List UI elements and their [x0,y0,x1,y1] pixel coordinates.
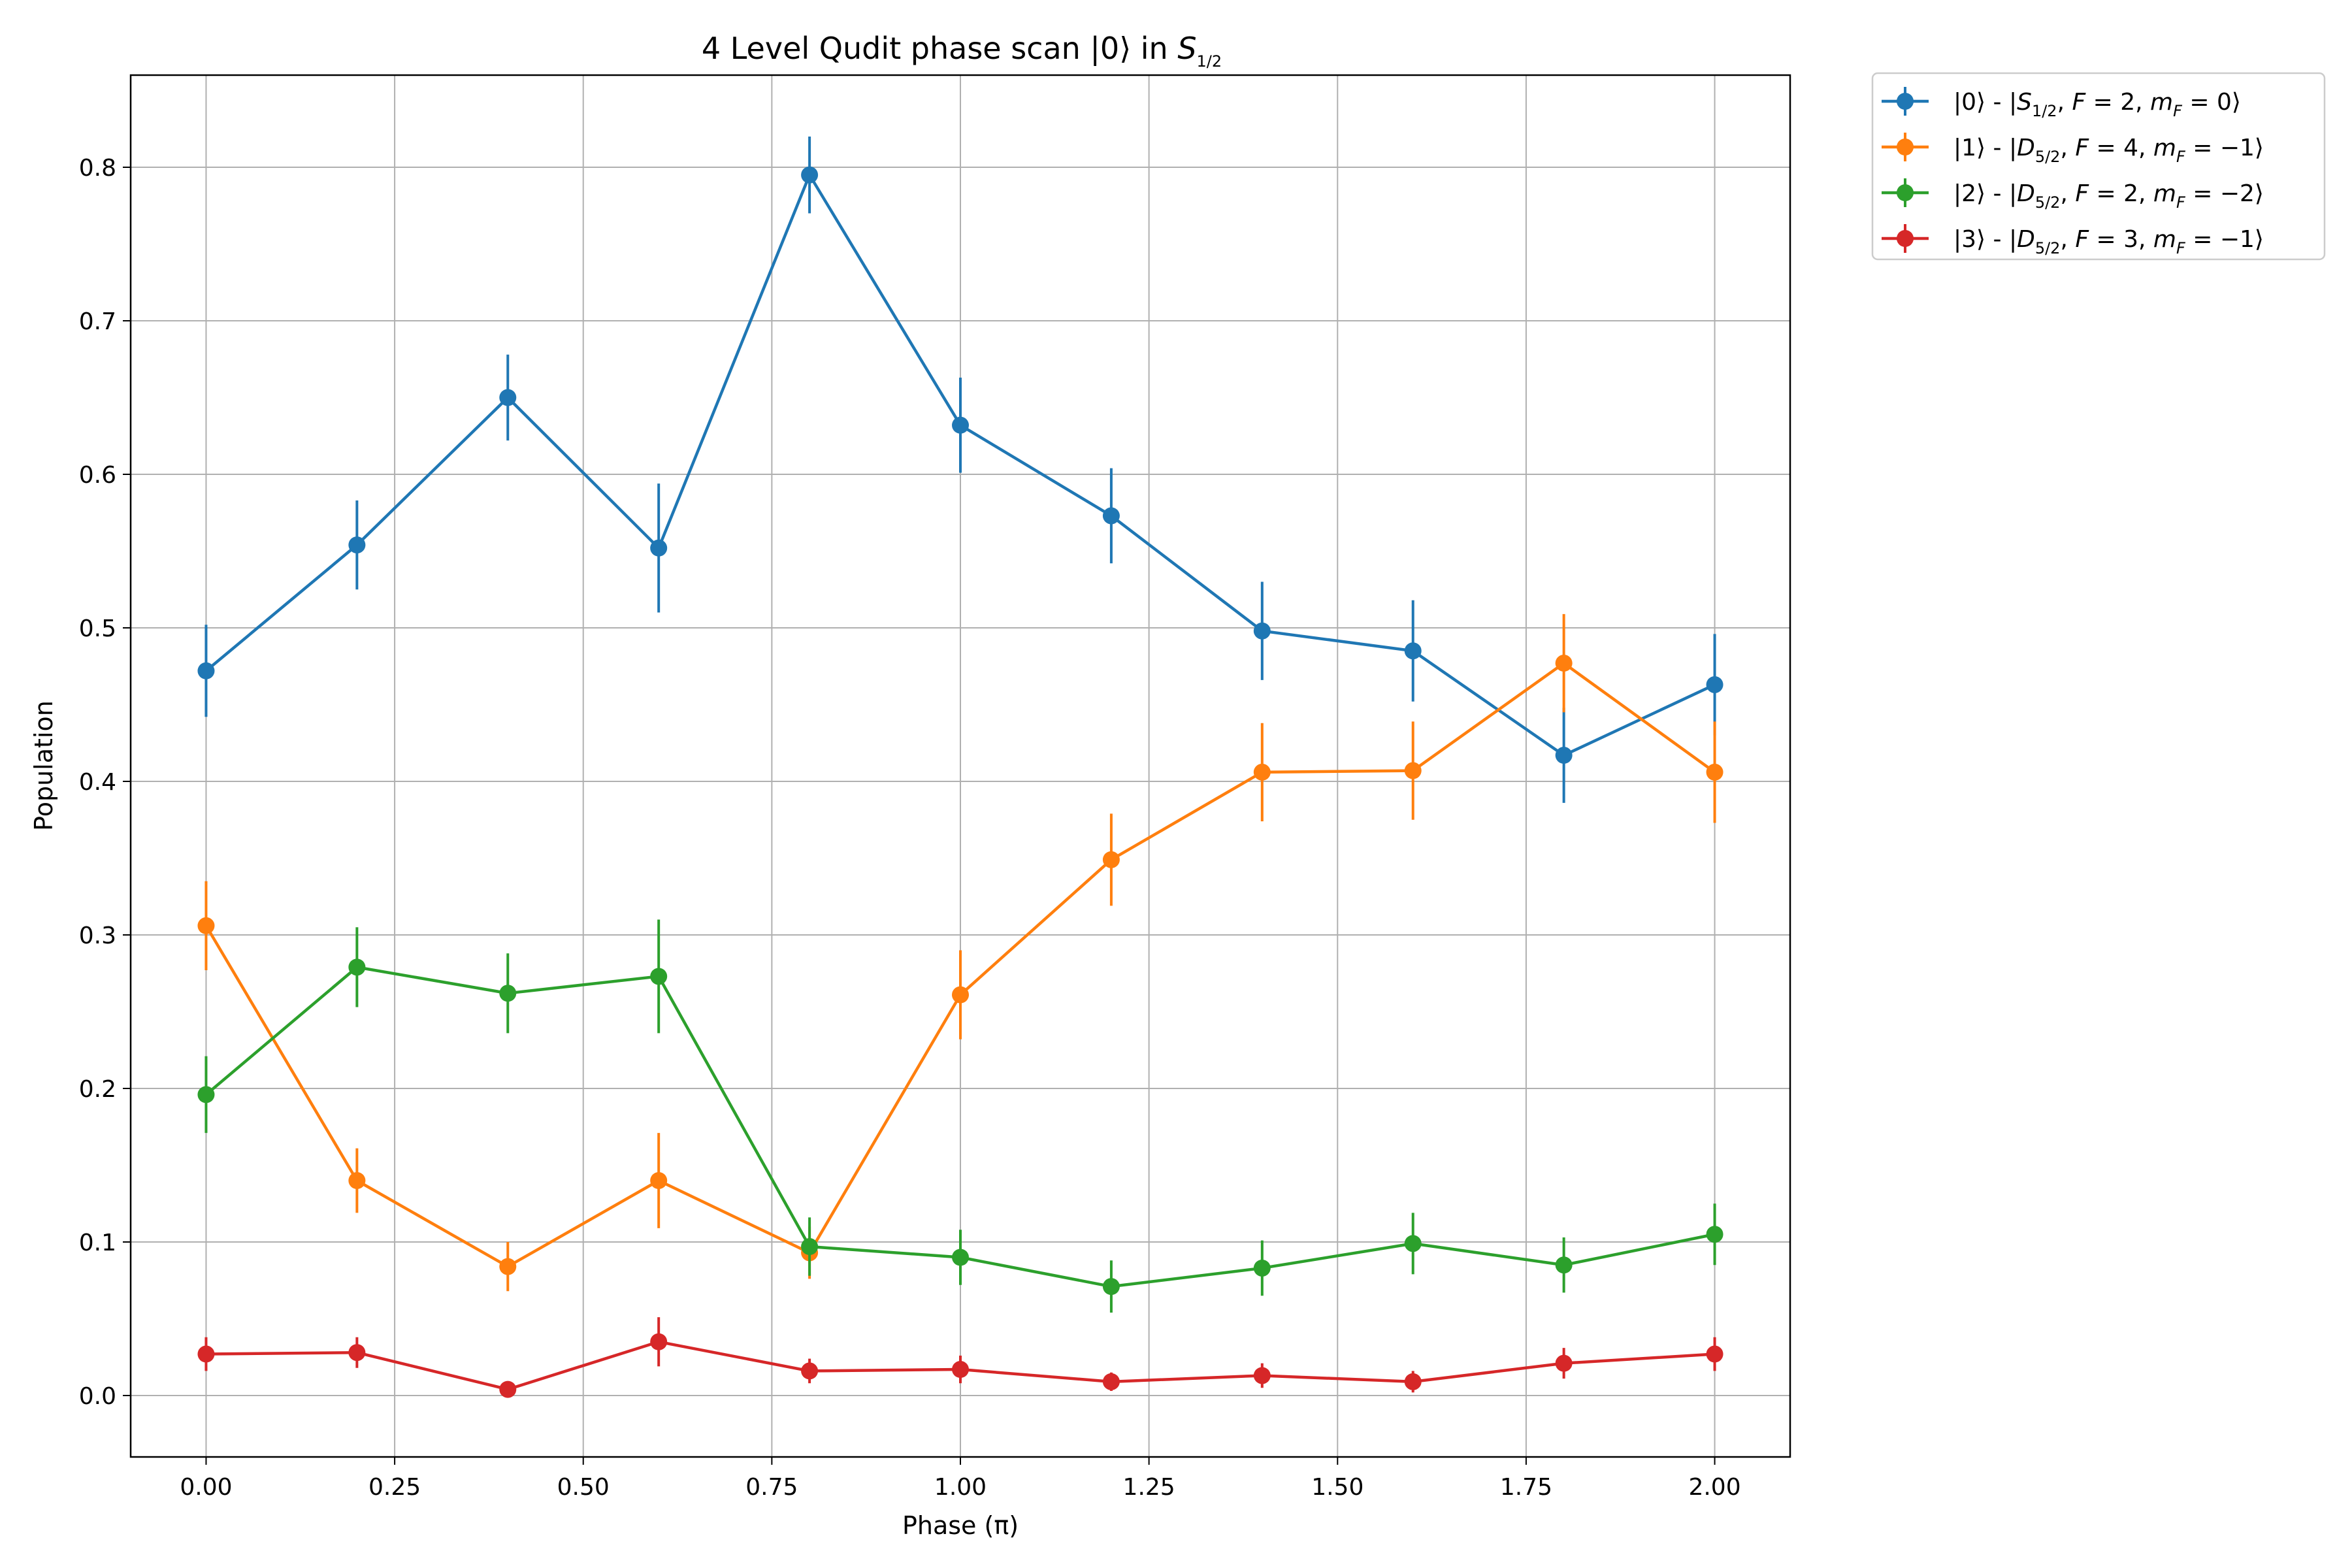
y-axis-label: Population [29,700,58,831]
data-point [348,1344,366,1362]
x-tick-label: 1.25 [1123,1474,1175,1501]
data-point [1404,1373,1422,1390]
data-point [952,1361,969,1379]
legend-item-2: |2⟩ - |D5/2, F = 2, mF = −2⟩ [1882,178,2264,212]
x-tick-label: 0.75 [745,1474,798,1501]
data-point [650,1172,668,1189]
data-point [952,416,969,434]
legend-label: |2⟩ - |D5/2, F = 2, mF = −2⟩ [1953,180,2264,212]
data-point [1706,676,1723,693]
y-tick-label: 0.8 [79,155,116,182]
series-layer [197,137,1723,1398]
data-point [1102,851,1120,868]
data-point [1253,622,1271,640]
data-point [650,1333,668,1350]
data-point [952,986,969,1004]
series-3 [197,1317,1723,1398]
legend-swatch-marker [1897,230,1914,247]
data-point [1555,747,1573,764]
y-tick-label: 0.6 [79,462,116,489]
legend-item-3: |3⟩ - |D5/2, F = 3, mF = −1⟩ [1882,224,2264,257]
series-0 [197,137,1723,803]
legend-label: |0⟩ - |S1/2, F = 2, mF = 0⟩ [1953,89,2241,120]
legend: |0⟩ - |S1/2, F = 2, mF = 0⟩ |1⟩ - |D5/2, … [1871,72,2326,261]
data-point [650,968,668,985]
data-point [348,958,366,976]
data-point [1253,1259,1271,1277]
x-tick-label: 0.25 [368,1474,421,1501]
data-point [1706,1345,1723,1363]
data-point [952,1249,969,1266]
legend-swatch-marker [1897,184,1914,201]
y-tick-label: 0.7 [79,308,116,335]
data-point [197,1086,215,1103]
data-point [499,985,517,1002]
data-point [499,389,517,406]
data-point [801,1362,819,1380]
y-tick-label: 0.1 [79,1230,116,1256]
legend-frame [1871,72,2326,261]
data-point [1404,642,1422,660]
data-point [197,1345,215,1363]
y-tick-label: 0.4 [79,769,116,796]
x-tick-label: 1.00 [934,1474,987,1501]
data-point [1555,655,1573,672]
x-tick-label: 0.50 [557,1474,610,1501]
ticks: 0.00 0.25 0.50 0.75 1.00 1.25 1.50 1.75 2.00 0.0 0… [79,155,1741,1501]
data-point [348,1172,366,1189]
data-point [650,539,668,557]
data-point [801,1238,819,1256]
data-point [1404,762,1422,779]
data-point [1706,763,1723,781]
data-point [1102,1278,1120,1296]
data-point [1102,507,1120,525]
legend-item-1: |1⟩ - |D5/2, F = 4, mF = −1⟩ [1882,133,2264,166]
y-tick-label: 0.5 [79,615,116,642]
data-point [1253,763,1271,781]
legend-swatch-marker [1897,139,1914,155]
legend-item-0: |0⟩ - |S1/2, F = 2, mF = 0⟩ [1882,87,2241,120]
y-tick-label: 0.2 [79,1076,116,1103]
x-axis-label: Phase (π) [902,1511,1019,1540]
x-tick-label: 1.75 [1500,1474,1552,1501]
data-point [499,1380,517,1398]
data-point [499,1258,517,1275]
legend-swatch-marker [1897,93,1914,110]
x-tick-label: 0.00 [180,1474,232,1501]
x-tick-label: 1.50 [1311,1474,1364,1501]
x-tick-label: 2.00 [1688,1474,1740,1501]
series-2 [197,919,1723,1313]
data-point [1706,1226,1723,1243]
legend-label: |1⟩ - |D5/2, F = 4, mF = −1⟩ [1953,135,2264,166]
data-point [1404,1235,1422,1252]
y-tick-label: 0.0 [79,1383,116,1410]
chart-title: 4 Level Qudit phase scan |0⟩ in S1/2 [702,31,1222,71]
data-point [1555,1354,1573,1372]
data-point [1102,1373,1120,1390]
data-point [1253,1367,1271,1384]
data-point [197,917,215,934]
legend-label: |3⟩ - |D5/2, F = 3, mF = −1⟩ [1953,226,2264,257]
data-point [197,662,215,679]
data-point [1555,1256,1573,1274]
y-tick-label: 0.3 [79,923,116,949]
data-point [348,536,366,554]
data-point [801,166,819,184]
